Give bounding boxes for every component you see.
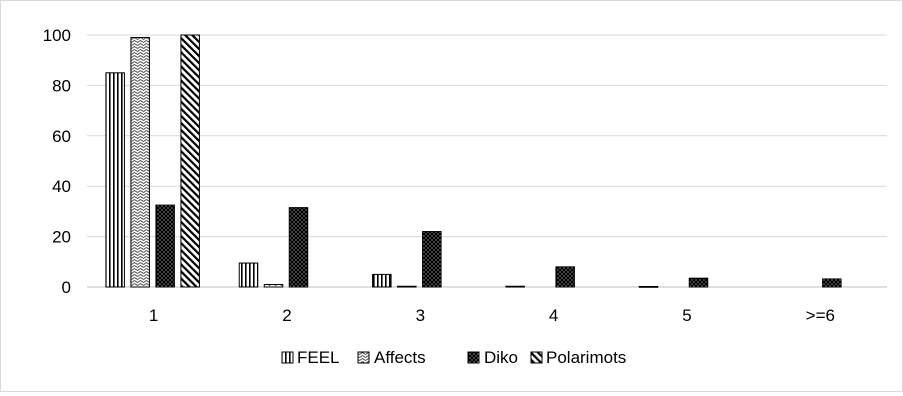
y-tick-label: 100	[43, 26, 71, 45]
bar	[688, 277, 709, 288]
x-tick-label: 2	[282, 306, 291, 325]
x-tick-label: 3	[416, 306, 425, 325]
x-tick-label: 5	[682, 306, 691, 325]
x-tick-label: >=6	[806, 306, 835, 325]
bar	[263, 283, 284, 288]
legend-swatch	[281, 351, 294, 364]
legend-label: Affects	[374, 348, 426, 367]
y-axis-ticks: 0 20 40 60 80 100	[43, 26, 71, 297]
legend-label: Diko	[484, 348, 518, 367]
bar	[180, 34, 200, 288]
bar	[422, 231, 442, 288]
bar	[155, 204, 175, 288]
y-tick-label: 20	[52, 228, 71, 247]
bar	[638, 285, 659, 288]
y-tick-label: 80	[52, 76, 71, 95]
bar	[288, 207, 309, 288]
x-tick-label: 1	[149, 306, 158, 325]
legend-swatch	[357, 351, 370, 364]
legend-swatch	[530, 351, 543, 364]
bar	[555, 266, 575, 288]
bar	[372, 273, 392, 288]
y-tick-label: 60	[52, 127, 71, 146]
bar	[105, 72, 125, 288]
y-tick-label: 0	[62, 278, 71, 297]
bar	[130, 37, 150, 288]
bars	[105, 34, 842, 288]
bar	[505, 285, 525, 288]
gridlines	[87, 34, 887, 288]
bar	[397, 285, 417, 288]
legend-label: Polarimots	[546, 348, 626, 367]
bar	[238, 262, 259, 288]
legend: FEEL Affects Diko Polarimots	[281, 348, 626, 367]
x-tick-label: 4	[549, 306, 558, 325]
y-tick-label: 40	[52, 177, 71, 196]
legend-label: FEEL	[297, 348, 340, 367]
bar	[822, 278, 842, 288]
legend-swatch	[467, 351, 480, 364]
x-axis-ticks: 1 2 3 4 5 >=6	[149, 306, 835, 325]
